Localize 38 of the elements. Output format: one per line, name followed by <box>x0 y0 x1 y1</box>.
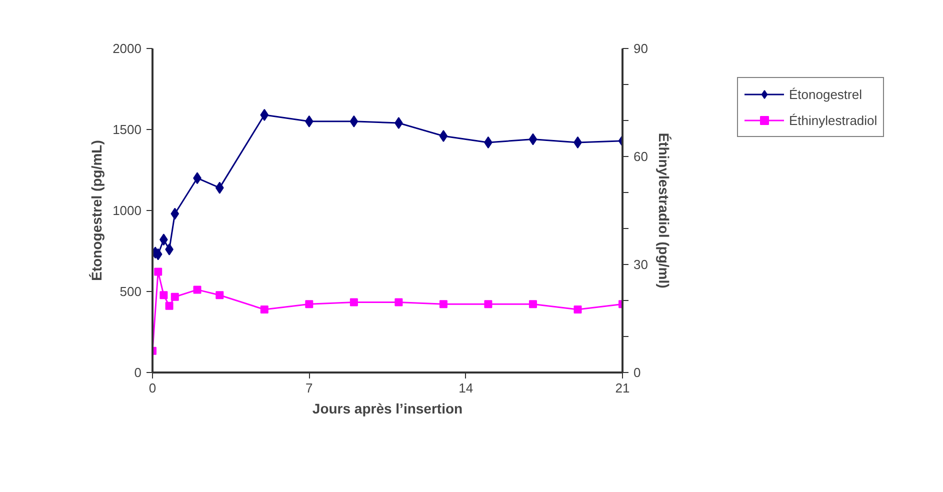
y2-tick-label: 30 <box>634 257 648 272</box>
y-tick-label: 1000 <box>112 203 142 218</box>
point <box>154 268 162 276</box>
y-tick-label: 500 <box>120 284 142 299</box>
point <box>394 298 403 306</box>
point <box>350 115 358 128</box>
legend-label: Étonogestrel <box>789 86 862 102</box>
point <box>165 302 174 310</box>
point <box>528 133 538 146</box>
point <box>305 300 314 308</box>
point <box>170 292 179 301</box>
x-tick-label: 21 <box>615 380 630 396</box>
point <box>439 300 448 308</box>
y-tick-label: 2000 <box>112 41 142 56</box>
point <box>170 208 180 220</box>
point <box>260 306 268 314</box>
y2-tick-label: 0 <box>634 365 641 380</box>
point <box>193 286 202 294</box>
y-axis-title: Étonogestrel (pg/mL) <box>88 140 105 281</box>
legend-label: Éthinylestradiol <box>789 112 878 128</box>
point <box>574 306 582 314</box>
x-tick-label: 7 <box>306 380 313 396</box>
point <box>350 298 358 306</box>
point <box>528 300 537 308</box>
point <box>215 182 224 194</box>
x-axis-title: Jours après l’insertion <box>312 400 463 416</box>
x-tick-label: 0 <box>148 380 156 396</box>
point <box>160 291 168 300</box>
y2-tick-label: 90 <box>634 41 648 56</box>
y2-tick-label: 60 <box>634 149 648 164</box>
point <box>439 130 448 142</box>
y-tick-label: 0 <box>134 365 142 380</box>
x-tick-label: 14 <box>458 380 474 396</box>
point <box>260 108 269 121</box>
y2-axis-title: Éthinylestradiol (pg/ml) <box>656 132 672 288</box>
y-tick-label: 1500 <box>112 122 142 137</box>
point <box>484 300 492 308</box>
point <box>216 291 224 300</box>
